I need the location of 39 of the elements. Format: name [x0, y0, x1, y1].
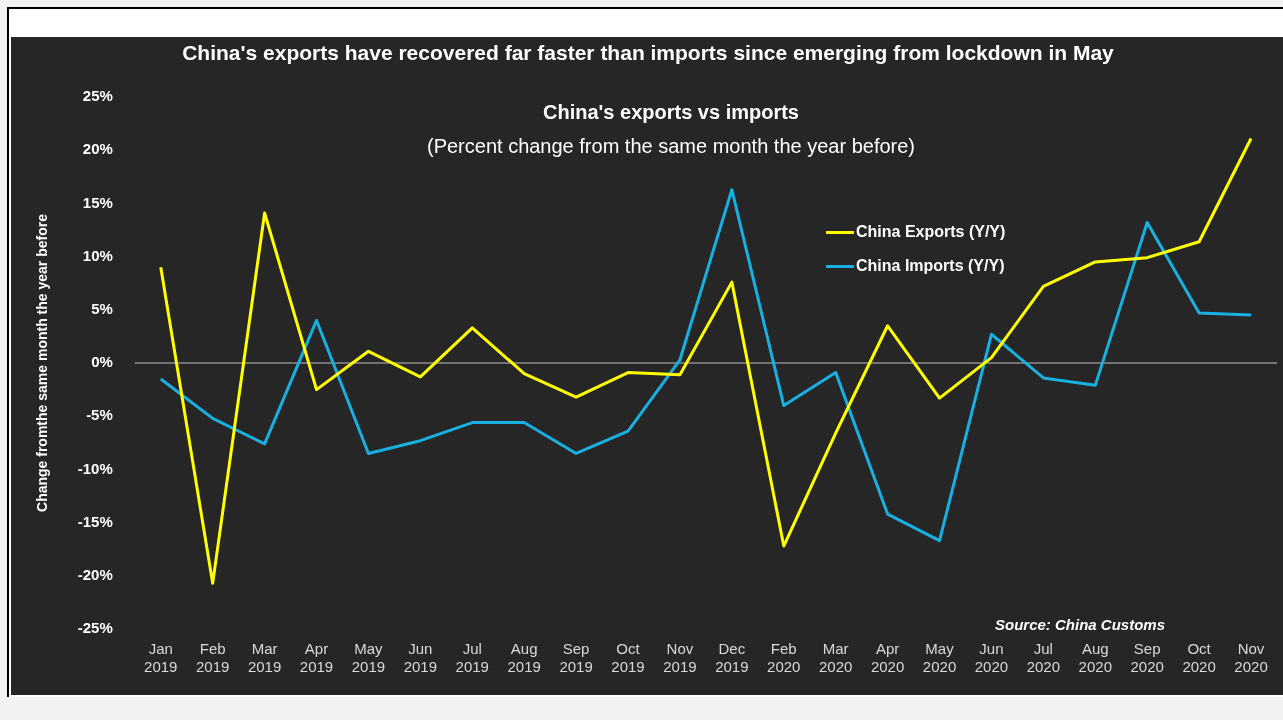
text: China's exports vs imports (Percent change from the same month the year before): [426, 100, 916, 159]
x-tick-label: Mar 2019: [247, 640, 282, 676]
x-tick-label: Aug 2019: [507, 640, 541, 676]
x-tick-label: Nov 2019: [663, 640, 697, 676]
y-tick-label: -25%: [77, 619, 113, 637]
legend-label: China Exports (Y/Y): [856, 223, 1006, 241]
x-tick-label: Jul 2020: [1026, 640, 1061, 676]
x-tick-label: Aug 2020: [1078, 640, 1112, 676]
x-tick-label: Oct 2019: [611, 640, 645, 676]
y-tick-label: 25%: [82, 87, 113, 105]
y-tick-label: -10%: [77, 459, 113, 477]
x-tick-label: Apr 2019: [299, 640, 334, 676]
y-tick-label: 20%: [82, 140, 113, 158]
x-tick-label: Sep 2020: [1130, 640, 1164, 676]
x-tick-label: Jul 2019: [455, 640, 489, 676]
y-tick-label: 15%: [82, 193, 113, 211]
y-tick-label: -15%: [77, 512, 113, 530]
x-tick-label: Mar 2020: [819, 640, 853, 676]
x-tick-label: Jun 2020: [974, 640, 1009, 676]
x-tick-label: Nov 2020: [1234, 640, 1268, 676]
y-tick-label: -20%: [77, 565, 113, 583]
legend-label: China Imports (Y/Y): [856, 257, 1005, 275]
x-tick-label: Jan 2019: [144, 640, 178, 676]
x-tick-label: May 2019: [351, 640, 386, 676]
annotation: Source: China Customs: [994, 616, 1165, 633]
x-tick-label: May 2020: [922, 640, 957, 676]
x-tick-label: Jun 2019: [403, 640, 438, 676]
y-tick-label: 10%: [82, 246, 113, 264]
chart-title: China's exports have recovered far faster than imports since emerging from lockdown in May: [181, 41, 1115, 65]
x-tick-label: Dec 2019: [715, 640, 749, 676]
y-tick-label: -5%: [86, 406, 113, 424]
y-tick-label: 5%: [91, 299, 113, 317]
x-tick-label: Sep 2019: [559, 640, 593, 676]
x-tick-label: Feb 2020: [767, 640, 801, 676]
y-tick-label: 0%: [91, 353, 113, 371]
x-tick-label: Feb 2019: [196, 640, 230, 676]
x-tick-label: Oct 2020: [1182, 640, 1216, 676]
x-tick-label: Apr 2020: [870, 640, 905, 676]
y-axis-title: Change fromthe same month the year before: [34, 213, 51, 512]
